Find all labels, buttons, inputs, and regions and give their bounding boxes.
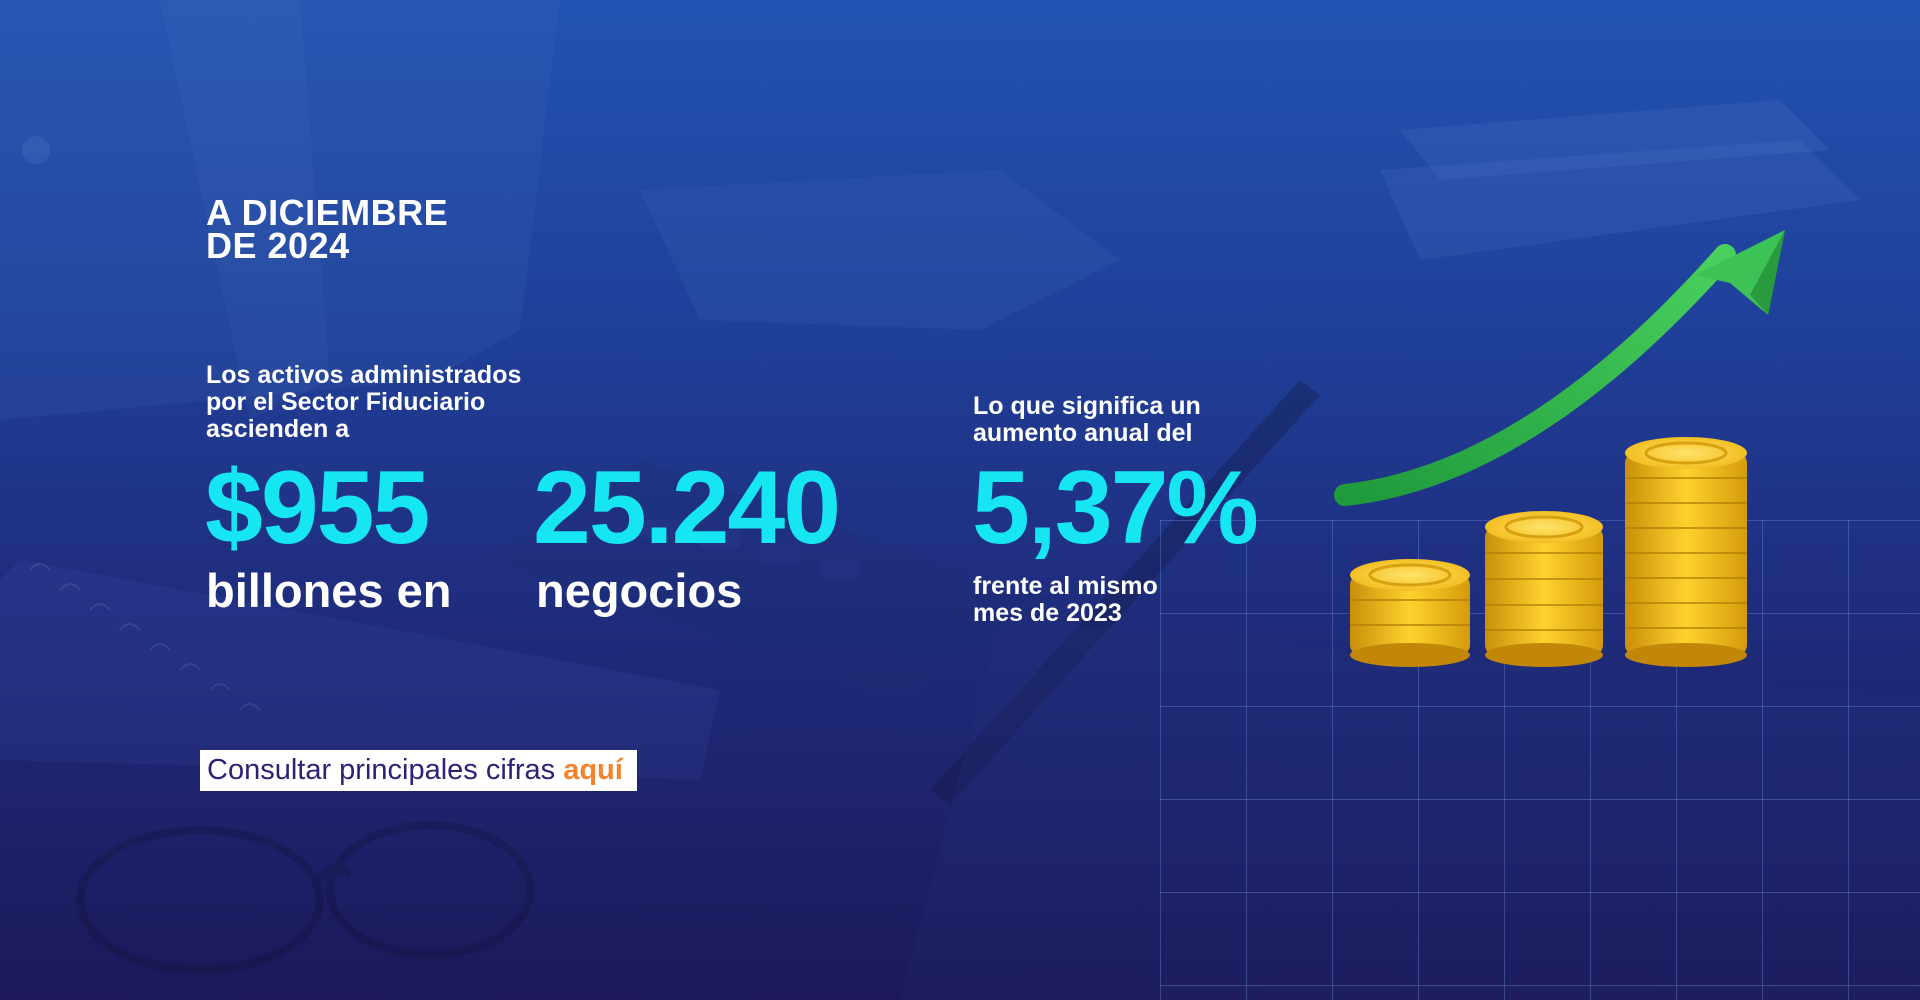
intro-line-2: por el Sector Fiduciario [206,388,486,416]
here-link[interactable]: aquí [563,754,623,786]
consult-figures-link[interactable]: Consultar principales cifras aquí [200,750,637,791]
business-count-value: 25.240 [533,450,841,566]
coin-stack-icon [1350,437,1747,667]
assets-value: $955 [205,450,430,566]
consult-figures-text: Consultar principales cifras [207,754,564,786]
assets-intro-text: Los activos administrados por el Sector … [206,362,566,443]
upward-curved-arrow-icon [1334,230,1785,506]
growth-caption-line-2: mes de 2023 [973,599,1122,627]
date-heading: A DICIEMBRE DE 2024 [206,192,449,266]
growth-caption: frente al mismo mes de 2023 [973,573,1158,627]
growth-illustration [1334,230,1785,667]
growth-intro-line-2: aumento anual del [973,419,1193,447]
date-line-1: A DICIEMBRE [206,192,449,233]
growth-caption-line-1: frente al mismo [973,572,1158,600]
date-line-2: DE 2024 [206,225,350,266]
business-count-caption: negocios [536,564,743,617]
growth-intro-line-1: Lo que significa un [973,392,1201,420]
intro-line-3: ascienden a [206,415,350,443]
growth-percentage-value: 5,37% [972,450,1259,566]
intro-line-1: Los activos administrados [206,361,522,389]
assets-caption: billones en [206,564,452,617]
growth-intro: Lo que significa un aumento anual del [973,393,1201,447]
